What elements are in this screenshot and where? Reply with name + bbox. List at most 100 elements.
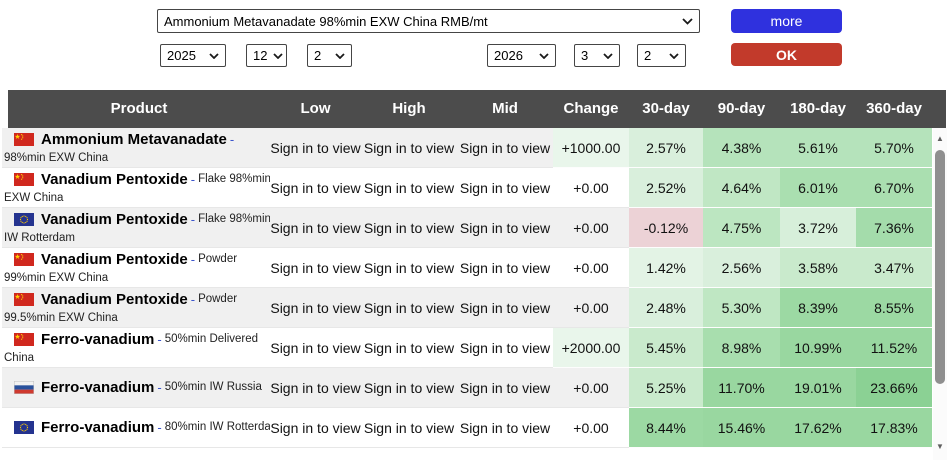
eu-flag-icon: [14, 421, 34, 434]
high-signin-link[interactable]: Sign in to view: [361, 368, 457, 408]
low-signin-link[interactable]: Sign in to view: [270, 328, 361, 368]
90day-value: 4.75%: [703, 208, 780, 248]
product-cell: Vanadium Pentoxide - Powder 99.5%min EXW Ch…: [2, 288, 270, 328]
chevron-down-icon: [273, 52, 284, 59]
product-name-link[interactable]: Vanadium Pentoxide: [41, 170, 188, 188]
column-header-product: Product: [110, 100, 168, 117]
mid-signin-link[interactable]: Sign in to view: [457, 248, 553, 288]
180day-value: 5.61%: [780, 128, 856, 168]
360day-value: 23.66%: [856, 368, 932, 408]
end-day-select[interactable]: 2: [637, 44, 686, 67]
30day-value: -0.12%: [629, 208, 703, 248]
scroll-down-icon[interactable]: ▼: [936, 442, 944, 451]
product-name-link[interactable]: Ferro-vanadium: [41, 330, 155, 348]
change-value: +0.00: [553, 248, 629, 288]
360day-value: 8.55%: [856, 288, 932, 328]
high-signin-link[interactable]: Sign in to view: [361, 208, 457, 248]
low-signin-link[interactable]: Sign in to view: [270, 368, 361, 408]
product-dash: -: [190, 171, 196, 187]
product-dash: -: [157, 380, 162, 395]
table-row: Vanadium Pentoxide - Powder 99%min EXW Chin…: [2, 248, 932, 288]
high-signin-link[interactable]: Sign in to view: [361, 288, 457, 328]
product-spec: Flake 98%min: [198, 212, 270, 225]
chevron-down-icon: [603, 52, 613, 59]
30day-value: 2.57%: [629, 128, 703, 168]
product-cell: Vanadium Pentoxide - Flake 98%min EXW China: [2, 168, 270, 208]
30day-value: 5.25%: [629, 368, 703, 408]
30day-value: 2.48%: [629, 288, 703, 328]
ok-button[interactable]: OK: [731, 43, 842, 66]
mid-signin-link[interactable]: Sign in to view: [457, 328, 553, 368]
low-signin-link[interactable]: Sign in to view: [270, 128, 361, 168]
product-spec-continued: 99%min EXW China: [4, 271, 109, 284]
start-day-select[interactable]: 2: [307, 44, 352, 67]
mid-signin-link[interactable]: Sign in to view: [457, 168, 553, 208]
30day-value: 2.52%: [629, 168, 703, 208]
column-header-low: Low: [300, 100, 331, 117]
more-button[interactable]: more: [731, 9, 842, 33]
product-spec: 50%min IW Russia: [164, 381, 262, 393]
product-name-link[interactable]: Ferro-vanadium: [41, 379, 155, 396]
product-cell: Ammonium Metavanadate - 98%min EXW China: [2, 128, 270, 168]
start-month-select[interactable]: 12: [246, 44, 287, 67]
mid-signin-link[interactable]: Sign in to view: [457, 408, 553, 448]
table-row: Ammonium Metavanadate - 98%min EXW China Si…: [2, 128, 932, 168]
product-spec: Powder: [198, 252, 238, 265]
mid-signin-link[interactable]: Sign in to view: [457, 288, 553, 328]
scroll-up-icon[interactable]: ▲: [936, 134, 944, 143]
table-row: Vanadium Pentoxide - Flake 98%min IW Rotter…: [2, 208, 932, 248]
product-spec: 50%min Delivered: [164, 332, 259, 345]
high-signin-link[interactable]: Sign in to view: [361, 408, 457, 448]
product-name-link[interactable]: Ferro-vanadium: [41, 419, 155, 436]
product-select-value: Ammonium Metavanadate 98%min EXW China R…: [164, 13, 488, 29]
chevron-down-icon: [539, 52, 549, 59]
low-signin-link[interactable]: Sign in to view: [270, 288, 361, 328]
product-spec-continued: EXW China: [4, 191, 64, 204]
30day-value: 5.45%: [629, 328, 703, 368]
product-name-link[interactable]: Vanadium Pentoxide: [41, 290, 188, 308]
product-spec-continued: IW Rotterdam: [4, 231, 75, 244]
product-dash: -: [190, 211, 196, 227]
90day-value: 4.38%: [703, 128, 780, 168]
product-name-link[interactable]: Vanadium Pentoxide: [41, 210, 188, 228]
high-signin-link[interactable]: Sign in to view: [361, 168, 457, 208]
start-year-select[interactable]: 2025: [160, 44, 226, 67]
180day-value: 3.72%: [780, 208, 856, 248]
90day-value: 15.46%: [703, 408, 780, 448]
product-name-link[interactable]: Ammonium Metavanadate: [41, 130, 227, 148]
product-cell: Vanadium Pentoxide - Powder 99%min EXW Chin…: [2, 248, 270, 288]
low-signin-link[interactable]: Sign in to view: [270, 168, 361, 208]
product-cell: Vanadium Pentoxide - Flake 98%min IW Rotter…: [2, 208, 270, 248]
high-signin-link[interactable]: Sign in to view: [361, 128, 457, 168]
180day-value: 10.99%: [780, 328, 856, 368]
china-flag-icon: [14, 292, 34, 306]
low-signin-link[interactable]: Sign in to view: [270, 248, 361, 288]
low-signin-link[interactable]: Sign in to view: [270, 208, 361, 248]
mid-signin-link[interactable]: Sign in to view: [457, 368, 553, 408]
mid-signin-link[interactable]: Sign in to view: [457, 208, 553, 248]
low-signin-link[interactable]: Sign in to view: [270, 408, 361, 448]
product-select[interactable]: Ammonium Metavanadate 98%min EXW China R…: [157, 9, 700, 33]
scrollbar-thumb[interactable]: [935, 150, 945, 384]
180day-value: 17.62%: [780, 408, 856, 448]
chevron-down-icon: [209, 52, 219, 59]
table-row: Ferro-vanadium -50%min Delivered China Sign…: [2, 328, 932, 368]
vertical-scrollbar[interactable]: ▲ ▼: [933, 128, 947, 460]
table-row: Ferro-vanadium -50%min IW Russia Sign in t…: [2, 368, 932, 408]
180day-value: 8.39%: [780, 288, 856, 328]
product-spec: Flake 98%min: [198, 172, 270, 185]
end-day-value: 2: [644, 48, 652, 63]
china-flag-icon: [14, 132, 34, 146]
end-month-select[interactable]: 3: [574, 44, 620, 67]
360day-value: 11.52%: [856, 328, 932, 368]
china-flag-icon: [14, 172, 34, 186]
high-signin-link[interactable]: Sign in to view: [361, 328, 457, 368]
product-name-link[interactable]: Vanadium Pentoxide: [41, 250, 188, 268]
high-signin-link[interactable]: Sign in to view: [361, 248, 457, 288]
90day-value: 4.64%: [703, 168, 780, 208]
end-year-select[interactable]: 2026: [487, 44, 556, 67]
end-year-value: 2026: [494, 48, 523, 63]
mid-signin-link[interactable]: Sign in to view: [457, 128, 553, 168]
russia-flag-icon: [14, 381, 34, 394]
90day-value: 2.56%: [703, 248, 780, 288]
